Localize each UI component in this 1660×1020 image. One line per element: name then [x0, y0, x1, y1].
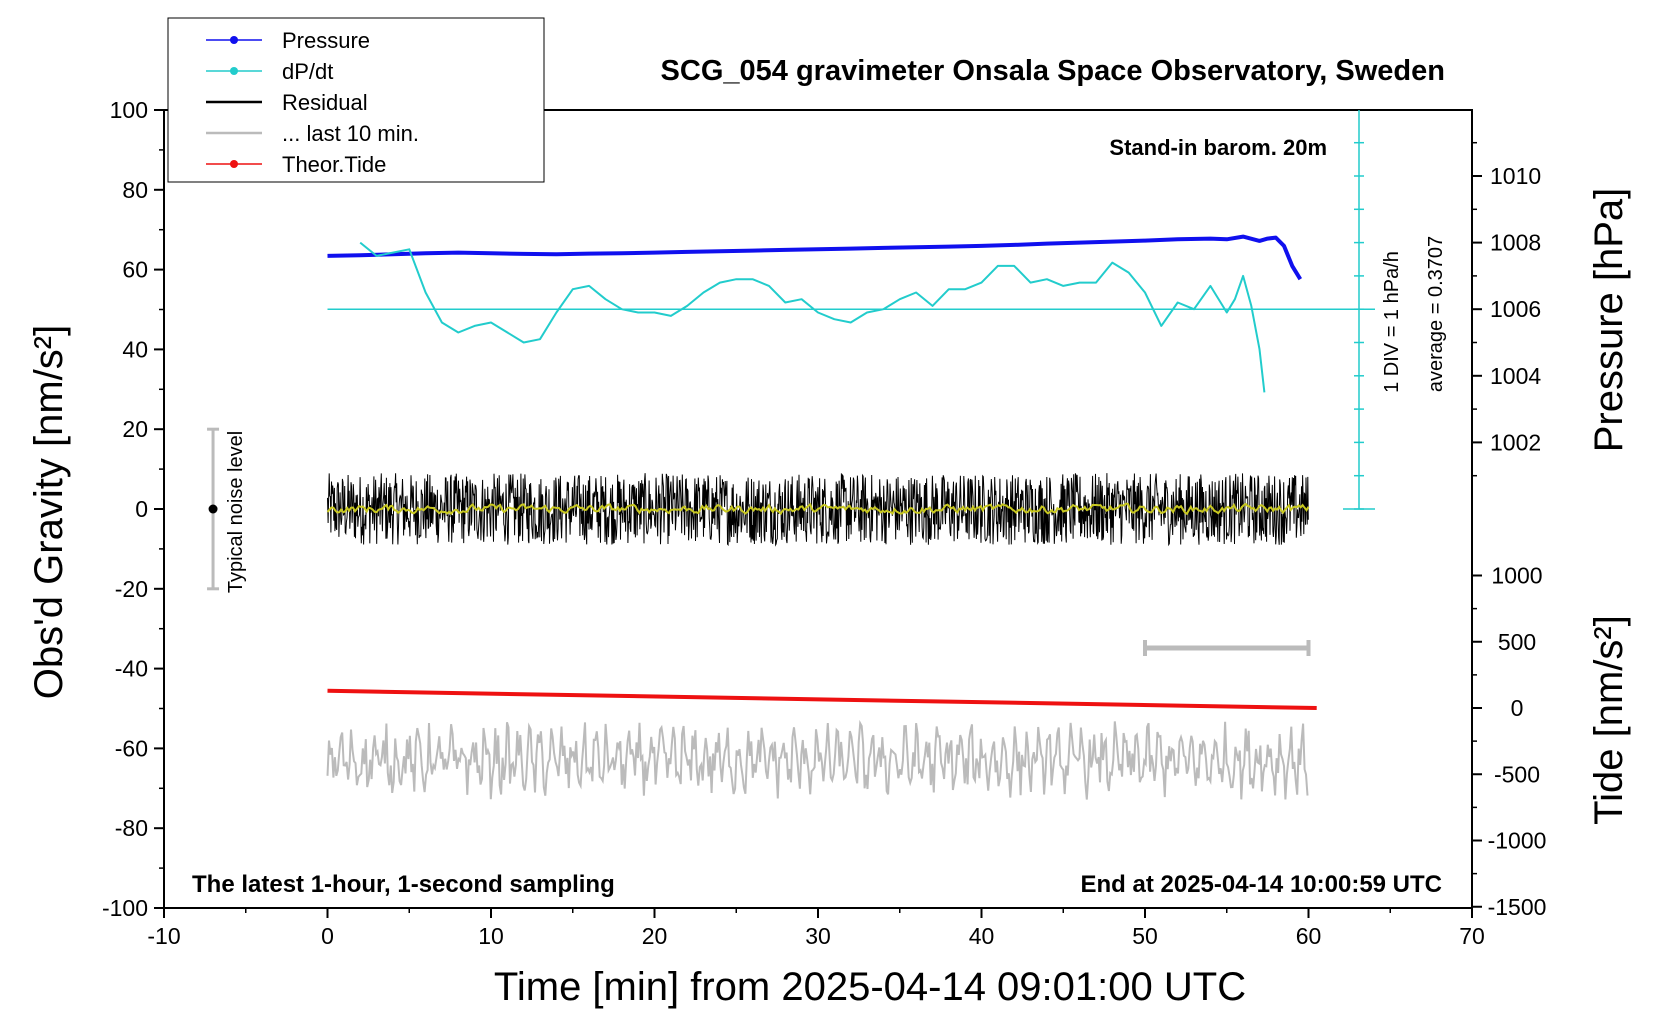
average-label: average = 0.3707: [1425, 236, 1447, 392]
legend-swatch-dot: [230, 36, 238, 44]
legend-label: Theor.Tide: [282, 152, 386, 177]
tide-axis-title: Tide [nm/s²]: [1587, 615, 1631, 825]
tide-tick-label: 0: [1511, 695, 1524, 721]
y-tick-label: -40: [115, 656, 148, 682]
pressure-tick-label: 1004: [1490, 363, 1541, 389]
legend-swatch-dot: [230, 67, 238, 75]
legend-swatch-dot: [230, 160, 238, 168]
residual-series: [327, 473, 1309, 547]
noise-label: Typical noise level: [225, 431, 247, 593]
tide-series: [327, 688, 1317, 710]
legend-label: ... last 10 min.: [282, 121, 419, 146]
tide-tick-label: -1500: [1488, 894, 1547, 920]
x-tick-label: 20: [642, 923, 668, 949]
x-tick-label: 30: [805, 923, 831, 949]
y-tick-label: 40: [122, 336, 148, 362]
sampling-note: The latest 1-hour, 1-second sampling: [192, 871, 615, 898]
residual-smoothed-series: [326, 502, 1310, 516]
dpdt-series: [359, 241, 1266, 393]
noise-bar-center: [208, 504, 218, 514]
x-tick-label: 70: [1459, 923, 1485, 949]
x-tick-label: 0: [321, 923, 334, 949]
legend-items: Pressure dP/dt Residual ... last 10 min. The…: [206, 28, 419, 177]
y-axis-title: Obs'd Gravity [nm/s²]: [27, 325, 71, 699]
x-tick-label: 50: [1132, 923, 1158, 949]
x-tick-label: -10: [147, 923, 180, 949]
pressure-tick-label: 1006: [1490, 296, 1541, 322]
y-tick-label: -60: [115, 735, 148, 761]
y-tick-label: 0: [135, 496, 148, 522]
y-tick-label: 100: [110, 97, 148, 123]
x-tick-label: 10: [478, 923, 504, 949]
legend-label: Residual: [282, 90, 368, 115]
last-10-min-series: [326, 719, 1309, 800]
tide-tick-label: 500: [1498, 629, 1536, 655]
y-tick-label: 80: [122, 177, 148, 203]
pressure-series: [327, 234, 1303, 281]
x-tick-label: 60: [1296, 923, 1322, 949]
x-tick-label: 40: [969, 923, 995, 949]
pressure-axis-title: Pressure [hPa]: [1587, 188, 1631, 453]
legend-box: [167, 17, 545, 183]
y-tick-label: 60: [122, 257, 148, 283]
legend-label: Pressure: [282, 28, 370, 53]
y-tick-label: -20: [115, 576, 148, 602]
barometer-note: Stand-in barom. 20m: [1109, 135, 1327, 160]
end-time-note: End at 2025-04-14 10:00:59 UTC: [1081, 871, 1443, 898]
legend: Pressure dP/dt Residual ... last 10 min. The…: [167, 17, 545, 183]
chart-title: SCG_054 gravimeter Onsala Space Observat…: [661, 55, 1445, 87]
legend-label: dP/dt: [282, 59, 333, 84]
y-tick-label: -80: [115, 815, 148, 841]
plot-area: [207, 110, 1375, 800]
pressure-tick-label: 1002: [1490, 429, 1541, 455]
axes: -10 0 10 20 30 40 50 60 70100806040200-20-40-60-…: [102, 97, 1546, 949]
tide-tick-label: 1000: [1491, 563, 1542, 589]
pressure-tick-label: 1010: [1490, 163, 1541, 189]
scale-div-label: 1 DIV = 1 hPa/h: [1381, 251, 1403, 393]
tide-tick-label: -1000: [1488, 828, 1547, 854]
y-tick-label: -100: [102, 895, 148, 921]
y-tick-label: 20: [122, 416, 148, 442]
x-axis-title: Time [min] from 2025-04-14 09:01:00 UTC: [494, 965, 1246, 1009]
pressure-tick-label: 1008: [1490, 230, 1541, 256]
tide-tick-label: -500: [1494, 761, 1540, 787]
